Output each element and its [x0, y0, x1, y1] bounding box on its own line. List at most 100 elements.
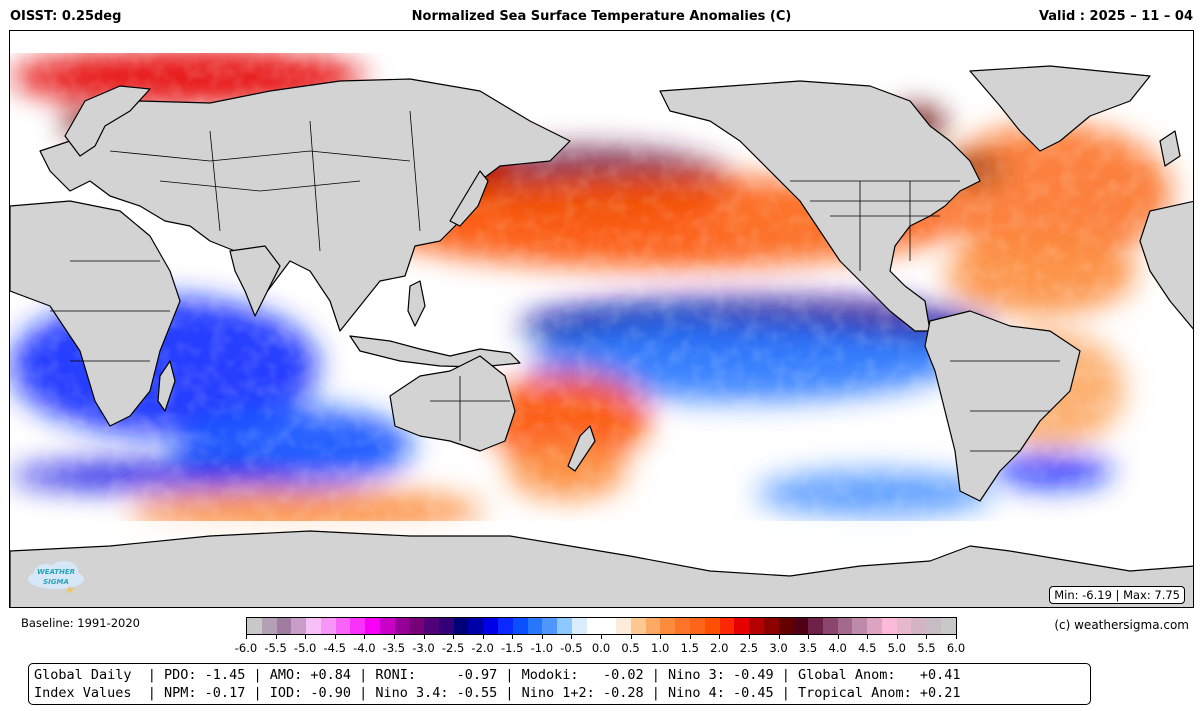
colorbar-tick	[896, 635, 898, 639]
colorbar-tick	[571, 635, 573, 639]
colorbar-segment	[852, 618, 868, 634]
colorbar-tick-label: -4.5	[323, 641, 346, 655]
colorbar-tick-label: -2.5	[441, 641, 465, 655]
colorbar-tick	[512, 635, 514, 639]
colorbar-tick	[926, 635, 928, 639]
colorbar-tick	[601, 635, 602, 639]
colorbar-segment	[394, 618, 410, 634]
colorbar-segment	[453, 618, 469, 634]
colorbar-tick-label: 6.0	[946, 641, 966, 655]
valid-date: Valid : 2025 – 11 – 04	[1038, 9, 1193, 24]
colorbar-tick-label: -6.0	[234, 641, 258, 655]
colorbar-tick	[423, 635, 425, 639]
colorbar	[246, 617, 957, 635]
colorbar-tick	[719, 635, 721, 639]
colorbar-segment	[438, 618, 454, 634]
colorbar-segment	[896, 618, 912, 634]
colorbar-segment	[542, 618, 558, 634]
colorbar-segment	[468, 618, 484, 634]
colorbar-tick	[393, 635, 395, 639]
land-south-america	[924, 310, 1081, 502]
map-canvas	[10, 31, 1193, 607]
colorbar-segment	[379, 618, 395, 634]
colorbar-segment	[689, 618, 705, 634]
colorbar-segment	[512, 618, 528, 634]
colorbar-tick-label: 3.0	[769, 641, 788, 655]
colorbar-segment	[291, 618, 307, 634]
colorbar-tick-label: 2.0	[710, 641, 729, 655]
colorbar-tick	[482, 635, 484, 639]
colorbar-tick-label: -5.0	[293, 641, 317, 655]
colorbar-tick	[778, 635, 780, 639]
colorbar-segment	[335, 618, 351, 634]
colorbar-tick-label: 3.5	[798, 641, 818, 655]
colorbar-tick-label: -2.0	[471, 641, 494, 655]
colorbar-tick-label: -1.5	[501, 641, 524, 655]
colorbar-tick-label: 2.5	[739, 641, 759, 655]
colorbar-tick	[305, 635, 307, 639]
land-madagascar	[157, 360, 176, 412]
colorbar-tick-label: 5.5	[917, 641, 936, 655]
colorbar-segment	[320, 618, 336, 634]
logo-line1: WEATHER	[36, 568, 76, 576]
land-antarctica	[10, 530, 1193, 607]
colorbar-tick	[689, 635, 691, 639]
land-australia	[389, 355, 516, 452]
colorbar-tick-label: 4.0	[828, 641, 847, 655]
colorbar-segment	[704, 618, 720, 634]
min-max-readout: Min: -6.19 | Max: 7.75	[1049, 586, 1185, 604]
arctic-nodata	[10, 31, 1193, 53]
land-philippines	[407, 280, 426, 327]
colorbar-tick-label: -0.5	[560, 641, 583, 655]
colorbar-segment	[837, 618, 853, 634]
colorbar-segment	[586, 618, 602, 634]
colorbar-segment	[926, 618, 941, 634]
colorbar-segment	[630, 618, 646, 634]
colorbar-segment	[247, 618, 262, 634]
colorbar-tick-label: 0.5	[621, 641, 640, 655]
colorbar-segment	[557, 618, 572, 634]
index-line-1: Global Daily | PDO: -1.45 | AMO: +0.84 |…	[34, 667, 961, 683]
colorbar-segment	[409, 618, 425, 634]
colorbar-tick	[808, 635, 810, 639]
colorbar-segment	[911, 618, 927, 634]
colorbar-tick	[334, 635, 336, 639]
colorbar-segment	[749, 618, 764, 634]
land-layer	[10, 65, 1193, 607]
sst-anomaly-map: WEATHER SIGMA Min: -6.19 | Max: 7.75	[9, 30, 1194, 608]
colorbar-segment	[261, 618, 277, 634]
land-india	[229, 245, 281, 317]
colorbar-segment	[306, 618, 321, 634]
colorbar-segment	[527, 618, 543, 634]
colorbar-segment	[660, 618, 676, 634]
colorbar-segment	[734, 618, 750, 634]
colorbar-tick-label: 4.5	[858, 641, 877, 655]
land-japan	[449, 170, 489, 227]
colorbar-tick	[867, 635, 869, 639]
colorbar-segment	[276, 618, 292, 634]
colorbar-tick	[837, 635, 839, 639]
colorbar-tick-label: 0.0	[591, 641, 611, 655]
colorbar-tick	[956, 635, 957, 639]
logo-line2: SIGMA	[43, 578, 69, 586]
colorbar-segment	[881, 618, 897, 634]
colorbar-segment	[719, 618, 735, 634]
colorbar-segment	[645, 618, 661, 634]
colorbar-segment	[675, 618, 690, 634]
colorbar-tick	[364, 635, 366, 639]
chart-title: Normalized Sea Surface Temperature Anoma…	[411, 9, 792, 24]
colorbar-segment	[867, 618, 882, 634]
colorbar-segment	[571, 618, 587, 634]
colorbar-tick-label: 1.0	[651, 641, 670, 655]
land-uk	[1159, 130, 1181, 167]
colorbar-tick	[541, 635, 543, 639]
colorbar-tick-label: 5.0	[887, 641, 906, 655]
colorbar-tick-label: -4.0	[353, 641, 376, 655]
land-north-america	[659, 80, 981, 332]
colorbar-tick-label: -3.0	[412, 641, 435, 655]
colorbar-tick	[748, 635, 750, 639]
colorbar-segment	[763, 618, 779, 634]
cloud-icon	[28, 561, 84, 593]
land-greenland	[969, 65, 1151, 152]
index-values-box: Global Daily | PDO: -1.45 | AMO: +0.84 |…	[28, 663, 1091, 705]
